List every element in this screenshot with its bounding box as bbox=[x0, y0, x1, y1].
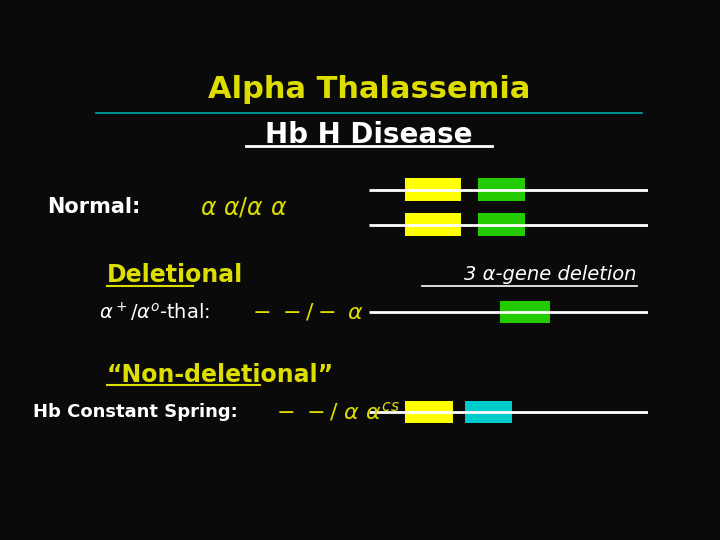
Text: Normal:: Normal: bbox=[47, 197, 140, 217]
Text: Hb Constant Spring:: Hb Constant Spring: bbox=[33, 403, 238, 421]
Text: Deletional: Deletional bbox=[107, 263, 243, 287]
Text: Hb H Disease: Hb H Disease bbox=[265, 122, 473, 150]
Bar bbox=[405, 178, 461, 201]
Bar bbox=[500, 301, 550, 323]
Bar bbox=[405, 401, 453, 423]
Text: $\alpha^+/\alpha^o$-thal:: $\alpha^+/\alpha^o$-thal: bbox=[99, 301, 210, 324]
Text: $\alpha\ \alpha/\alpha\ \alpha$: $\alpha\ \alpha/\alpha\ \alpha$ bbox=[200, 195, 287, 219]
Bar bbox=[478, 178, 525, 201]
Text: $-\ -/\ \alpha\ \alpha^{cs}$: $-\ -/\ \alpha\ \alpha^{cs}$ bbox=[276, 401, 400, 423]
Bar bbox=[405, 213, 461, 237]
Text: Alpha Thalassemia: Alpha Thalassemia bbox=[208, 75, 530, 104]
Text: “Non-deletional”: “Non-deletional” bbox=[107, 362, 334, 387]
Bar bbox=[478, 213, 525, 237]
Text: 3 α-gene deletion: 3 α-gene deletion bbox=[464, 265, 637, 284]
Text: $-\ -/-\ \alpha$: $-\ -/-\ \alpha$ bbox=[252, 302, 364, 323]
Bar bbox=[465, 401, 513, 423]
